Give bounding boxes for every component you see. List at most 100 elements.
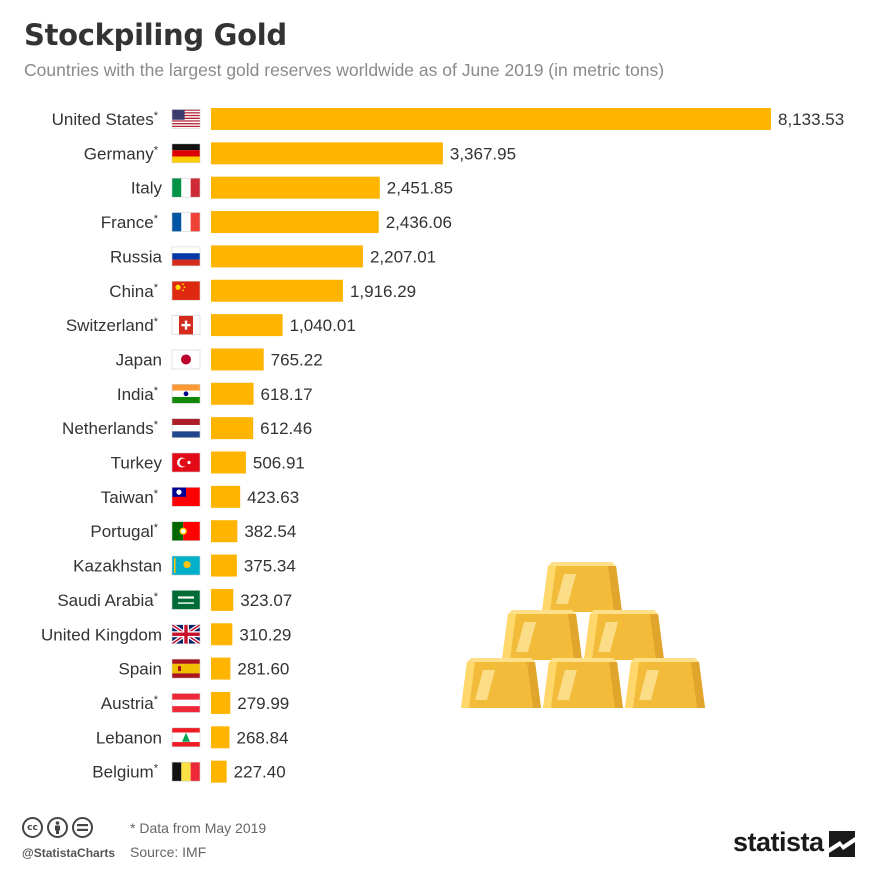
- value-label: 382.54: [244, 522, 296, 541]
- value-label: 2,436.06: [386, 213, 452, 232]
- bar-row: Taiwan* 423.63: [101, 485, 299, 508]
- flag-icon-de: [171, 143, 201, 164]
- flag-icon-kz: [171, 555, 201, 576]
- flag-icon-in: [171, 383, 201, 404]
- gold-ingot-icon: [625, 658, 705, 708]
- category-label: Saudi Arabia*: [57, 591, 158, 610]
- bar-row: Turkey 506.91: [111, 451, 305, 474]
- flag-icon-cn: [171, 280, 201, 301]
- value-label: 3,367.95: [450, 144, 516, 163]
- category-label: Belgium*: [92, 763, 158, 782]
- bar: [211, 691, 231, 714]
- value-label: 281.60: [237, 660, 289, 679]
- category-label: Portugal*: [90, 522, 158, 541]
- flag-icon-pt: [171, 521, 201, 542]
- bar-row: Switzerland* 1,040.01: [66, 314, 356, 337]
- category-label: Lebanon: [96, 728, 162, 747]
- value-label: 279.99: [237, 694, 289, 713]
- by-icon: [47, 817, 68, 838]
- category-label: France*: [101, 213, 159, 232]
- bar: [211, 760, 227, 783]
- value-label: 310.29: [239, 625, 291, 644]
- flag-icon-fr: [171, 212, 201, 232]
- flag-icon-es: [171, 658, 201, 679]
- value-label: 1,916.29: [350, 282, 416, 301]
- value-label: 506.91: [253, 454, 305, 473]
- bar: [211, 657, 231, 680]
- category-label: China*: [109, 282, 158, 301]
- flag-icon-jp: [171, 349, 201, 370]
- flag-icon-it: [171, 177, 201, 198]
- category-label: Germany*: [84, 144, 159, 163]
- bar-row: Netherlands* 612.46: [62, 417, 312, 440]
- value-label: 1,040.01: [290, 316, 356, 335]
- bar-row: India* 618.17: [117, 382, 313, 405]
- bar-row: Kazakhstan 375.34: [73, 554, 296, 577]
- bar: [211, 451, 246, 474]
- value-label: 2,451.85: [387, 179, 453, 198]
- nd-icon: [72, 817, 93, 838]
- category-label: Turkey: [111, 454, 163, 473]
- flag-icon-at: [171, 693, 201, 713]
- gold-ingot-icon: [502, 610, 582, 660]
- category-label: Spain: [119, 660, 162, 679]
- flag-icon-be: [171, 761, 201, 782]
- value-label: 268.84: [237, 728, 289, 747]
- bar: [211, 142, 443, 165]
- gold-bars-illustration: [461, 562, 705, 708]
- category-label: United States*: [52, 110, 159, 129]
- bar-row: United States* 8,133.53: [52, 108, 844, 130]
- bar-row: United Kingdom 310.29: [41, 623, 291, 646]
- bar: [211, 726, 230, 749]
- source-note: Source: IMF: [130, 844, 207, 860]
- bar-chart: United States* 8,133.53 Germany* 3,367.95 It…: [41, 108, 844, 783]
- bar-row: Japan 765.22: [116, 348, 323, 371]
- chart-title: Stockpiling Gold: [24, 18, 287, 52]
- bar-row: France* 2,436.06: [101, 211, 452, 234]
- gold-ingot-icon: [542, 562, 622, 612]
- flag-icon-ru: [171, 246, 201, 267]
- category-label: India*: [117, 385, 159, 404]
- value-label: 375.34: [244, 557, 296, 576]
- flag-icon-tr: [171, 452, 201, 473]
- bar: [211, 588, 234, 611]
- gold-ingot-icon: [543, 658, 623, 708]
- bar: [211, 417, 254, 440]
- social-handle[interactable]: @StatistaCharts: [22, 846, 116, 860]
- flag-icon-gb: [170, 623, 202, 646]
- bar: [211, 520, 238, 543]
- bar-row: Russia 2,207.01: [110, 245, 436, 268]
- statista-logo-text[interactable]: statista: [733, 827, 824, 857]
- gold-ingot-icon: [584, 610, 664, 660]
- bar-row: Austria* 279.99: [101, 691, 289, 714]
- value-label: 2,207.01: [370, 247, 436, 266]
- category-label: Netherlands*: [62, 419, 159, 438]
- category-label: Italy: [131, 179, 163, 198]
- value-label: 8,133.53: [778, 110, 844, 129]
- cc-icon: cc: [22, 817, 43, 838]
- value-label: 765.22: [271, 350, 323, 369]
- chart-subtitle: Countries with the largest gold reserves…: [24, 60, 665, 80]
- bar: [211, 382, 254, 405]
- value-label: 612.46: [260, 419, 312, 438]
- bar-row: Belgium* 227.40: [92, 760, 286, 783]
- category-label: Russia: [110, 247, 163, 266]
- flag-icon-us: [171, 109, 201, 129]
- value-label: 423.63: [247, 488, 299, 507]
- bar-row: Germany* 3,367.95: [84, 142, 516, 165]
- flag-icon-lb: [171, 727, 201, 748]
- flag-icon-tw: [171, 487, 201, 507]
- bar: [211, 279, 343, 302]
- bar: [211, 554, 237, 577]
- value-label: 618.17: [261, 385, 313, 404]
- category-label: Kazakhstan: [73, 557, 162, 576]
- category-label: United Kingdom: [41, 625, 162, 644]
- category-label: Taiwan*: [101, 488, 159, 507]
- bar-row: Portugal* 382.54: [90, 520, 296, 543]
- flag-icon-sa: [171, 590, 201, 610]
- bar-row: Italy 2,451.85: [131, 176, 453, 199]
- bar-row: Saudi Arabia* 323.07: [57, 588, 292, 611]
- gold-ingot-icon: [461, 658, 541, 708]
- bar: [211, 348, 264, 371]
- bar-row: Lebanon 268.84: [96, 726, 289, 749]
